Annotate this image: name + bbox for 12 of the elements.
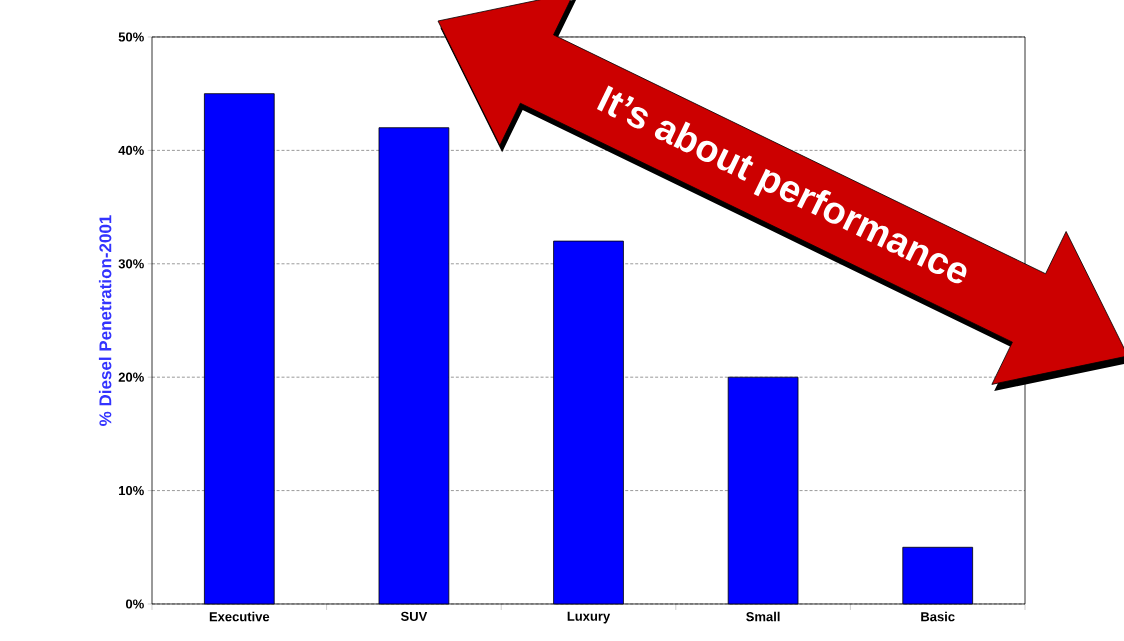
x-tick-label: Basic — [921, 611, 955, 622]
x-tick-label: Luxury — [567, 611, 611, 624]
x-tick-label: Executive — [209, 611, 270, 622]
y-tick-label: 30% — [118, 259, 144, 269]
x-tick-label: SUV — [400, 611, 428, 621]
y-tick-label: 20% — [118, 372, 144, 382]
y-tick-label: 40% — [118, 145, 144, 155]
y-axis-title: % Diesel Penetration-2001 — [98, 215, 112, 426]
y-tick-label: 10% — [119, 485, 144, 496]
y-tick-label: 50% — [118, 32, 144, 42]
y-tick-label: 0% — [125, 599, 144, 609]
x-tick-label: Small — [746, 611, 780, 622]
